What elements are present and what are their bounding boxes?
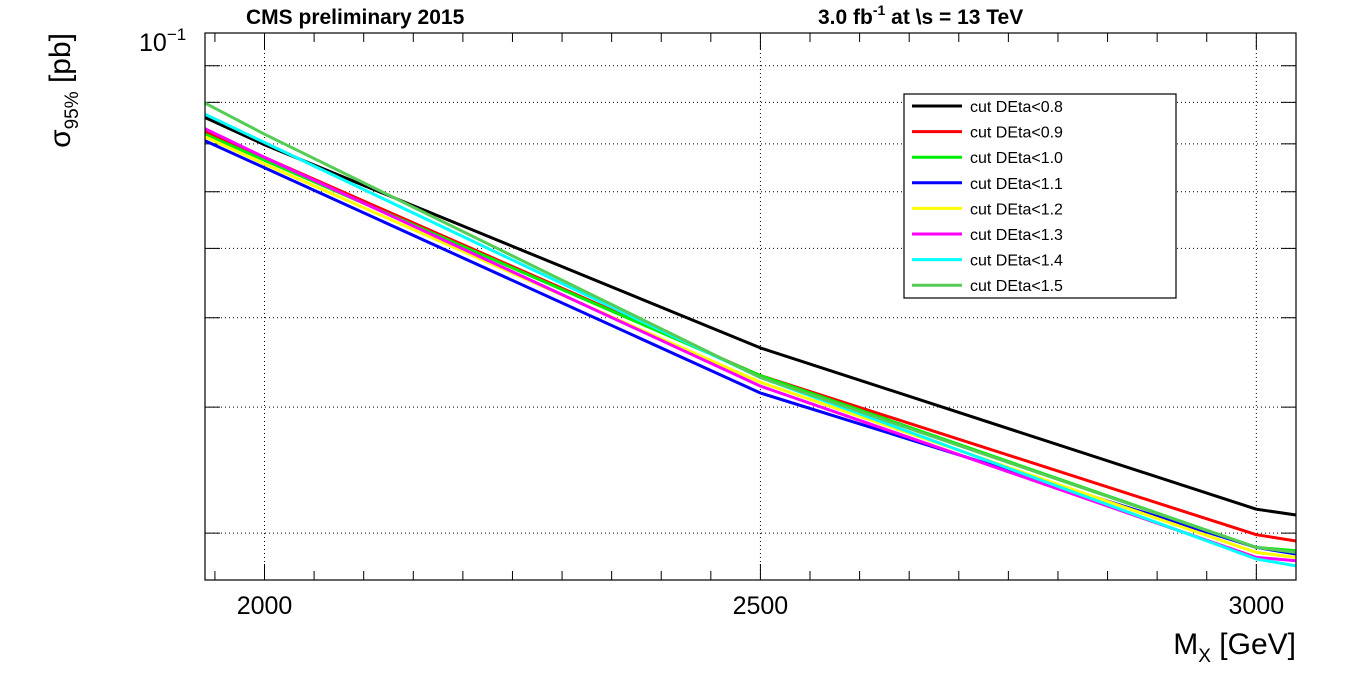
x-axis-symbol: M [1173,628,1198,661]
plot-frame [204,32,1297,581]
y-axis-subscript: 95% [62,91,83,129]
legend-entry-label: cut DEta<0.9 [970,125,1063,142]
x-axis-label: MX [GeV] [1173,628,1296,667]
legend-entry-label: cut DEta<1.0 [970,150,1063,167]
y-axis-symbol: σ [44,129,77,148]
series-line [204,127,1297,563]
y-tick-base: 10 [139,29,167,57]
legend-entry-label: cut DEta<1.2 [970,201,1063,218]
legend-entry-label: cut DEta<1.1 [970,176,1063,193]
legend-entry-label: cut DEta<1.4 [970,253,1063,270]
y-tick-exponent: −1 [167,25,186,44]
series-line [204,101,1297,554]
x-axis-subscript: X [1198,646,1211,667]
lumi-exponent: -1 [873,2,886,18]
x-tick-labels: 2000 2500 3000 [237,592,1284,620]
legend-entry-label: cut DEta<1.3 [970,227,1063,244]
x-tick-label: 3000 [1229,592,1285,620]
y-tick-label-top: 10−1 [139,25,186,57]
y-axis-label: σ95% [pb] [44,33,83,148]
legend: cut DEta<0.8 cut DEta<0.9 cut DEta<1.0 cut … [903,93,1177,299]
minor-ticks [205,32,1296,580]
legend-box [903,93,1177,299]
x-tick-label: 2500 [733,592,789,620]
series-line [204,116,1297,517]
energy-text: at \s = 13 TeV [885,6,1023,29]
legend-entry-label: cut DEta<0.8 [970,99,1063,116]
series-lines [204,101,1297,568]
header-left-text: CMS preliminary 2015 [246,6,465,29]
header-right-text: 3.0 fb-1 at \s = 13 TeV [818,2,1023,29]
x-tick-label: 2000 [237,592,293,620]
legend-entry-label: cut DEta<1.5 [970,278,1063,295]
y-axis-unit: [pb] [44,33,77,91]
series-line [204,135,1297,559]
x-axis-unit: [GeV] [1211,628,1296,661]
lumi-value: 3.0 fb [818,6,873,29]
